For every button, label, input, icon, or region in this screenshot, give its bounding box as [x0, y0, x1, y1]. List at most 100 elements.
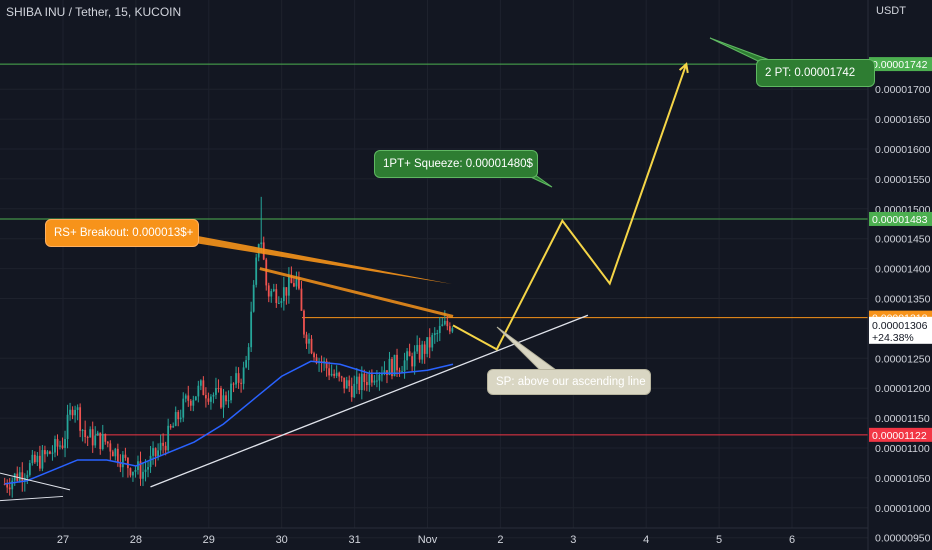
- candle-body: [247, 347, 250, 361]
- candle-body: [378, 374, 381, 381]
- candle-body: [280, 301, 283, 303]
- target-1-annotation[interactable]: 1PT+ Squeeze: 0.00001480$: [374, 150, 538, 178]
- candle-body: [64, 439, 66, 448]
- candle-body: [260, 242, 263, 245]
- candle-body: [159, 442, 162, 451]
- candle-body: [252, 284, 255, 312]
- candle-body: [396, 354, 398, 371]
- candle-body: [365, 382, 368, 386]
- price-tick-label: 0.00001050: [875, 473, 931, 485]
- time-tick-label: 6: [789, 534, 795, 546]
- candle-body: [267, 285, 270, 297]
- level-price-tag: [869, 427, 932, 442]
- candle-body: [426, 337, 429, 354]
- candle-body: [408, 351, 411, 357]
- candle-body: [142, 471, 144, 479]
- candle-body: [179, 417, 182, 420]
- price-tick-label: 0.00000950: [875, 533, 931, 545]
- candle-body: [104, 434, 107, 442]
- candle-body: [69, 409, 71, 415]
- price-tick-label: 0.00001450: [875, 234, 931, 246]
- current-price-label: 0.00001306: [872, 320, 928, 332]
- price-unit-label: USDT: [876, 5, 906, 17]
- candle-body: [31, 454, 34, 464]
- time-tick-label: 3: [570, 534, 576, 546]
- candle-body: [220, 388, 222, 408]
- candlestick-series: [3, 196, 454, 498]
- candle-body: [285, 287, 288, 296]
- time-tick-label: Nov: [418, 534, 438, 546]
- candle-body: [182, 398, 185, 418]
- candle-body: [443, 320, 446, 325]
- breakout-annotation[interactable]: RS+ Breakout: 0.000013$+: [45, 219, 199, 247]
- candle-body: [340, 376, 343, 378]
- candle-body: [446, 320, 449, 327]
- chart-title: SHIBA INU / Tether, 15, KUCOIN: [6, 5, 182, 19]
- candle-body: [298, 278, 300, 289]
- candle-body: [204, 395, 207, 399]
- support-annotation[interactable]: SP: above our ascending line: [487, 369, 651, 395]
- candle-body: [363, 373, 366, 383]
- level-price-tag: [869, 57, 932, 72]
- candle-body: [172, 425, 175, 428]
- candle-body: [6, 484, 9, 488]
- candle-body: [333, 373, 336, 376]
- candle-body: [167, 425, 170, 451]
- candle-body: [33, 454, 36, 463]
- candle-body: [438, 325, 441, 334]
- candle-body: [230, 383, 232, 401]
- candle-body: [71, 409, 74, 416]
- candle-body: [124, 454, 127, 458]
- candle-body: [411, 356, 414, 367]
- candle-body: [325, 361, 328, 369]
- price-tick-label: 0.00001200: [875, 383, 931, 395]
- candle-body: [413, 351, 416, 367]
- candle-body: [139, 461, 142, 479]
- target-2-annotation[interactable]: 2 PT: 0.00001742: [756, 59, 875, 87]
- support-line-left: [0, 495, 64, 502]
- candle-body: [119, 462, 122, 468]
- candle-body: [38, 455, 41, 469]
- candle-body: [106, 441, 109, 444]
- candle-body: [393, 354, 396, 377]
- candle-body: [157, 450, 159, 457]
- candle-body: [240, 382, 242, 384]
- candle-body: [398, 370, 401, 372]
- candle-body: [270, 291, 273, 297]
- candle-body: [212, 394, 215, 397]
- candle-body: [86, 437, 89, 439]
- candle-body: [11, 480, 14, 490]
- candle-body: [315, 357, 318, 364]
- price-tick-label: 0.00001700: [875, 84, 931, 96]
- candle-body: [335, 372, 338, 376]
- price-tick-label: 0.00001150: [875, 413, 930, 425]
- candle-body: [26, 474, 29, 479]
- candle-body: [74, 409, 77, 416]
- candle-body: [114, 448, 117, 457]
- candle-body: [127, 457, 129, 469]
- candle-body: [154, 448, 157, 457]
- candle-body: [111, 451, 114, 457]
- candle-body: [41, 450, 44, 469]
- candle-body: [152, 448, 154, 456]
- candle-body: [116, 448, 119, 463]
- candle-body: [215, 387, 217, 395]
- candle-body: [272, 289, 275, 292]
- note-pointer: [182, 233, 452, 284]
- candle-body: [61, 445, 64, 448]
- candle-body: [129, 468, 132, 476]
- price-tick-label: 0.00001600: [875, 144, 931, 156]
- level-price-label: 0.00001122: [872, 430, 927, 442]
- candle-body: [18, 472, 21, 481]
- candle-body: [194, 396, 197, 401]
- candle-body: [295, 278, 298, 287]
- candle-body: [227, 400, 230, 402]
- candle-body: [436, 333, 439, 335]
- candle-body: [232, 383, 235, 385]
- candle-body: [403, 360, 406, 372]
- candle-body: [300, 288, 303, 311]
- candle-body: [360, 373, 363, 391]
- candle-body: [192, 400, 195, 406]
- support-text: SP: above our ascending line: [496, 376, 646, 388]
